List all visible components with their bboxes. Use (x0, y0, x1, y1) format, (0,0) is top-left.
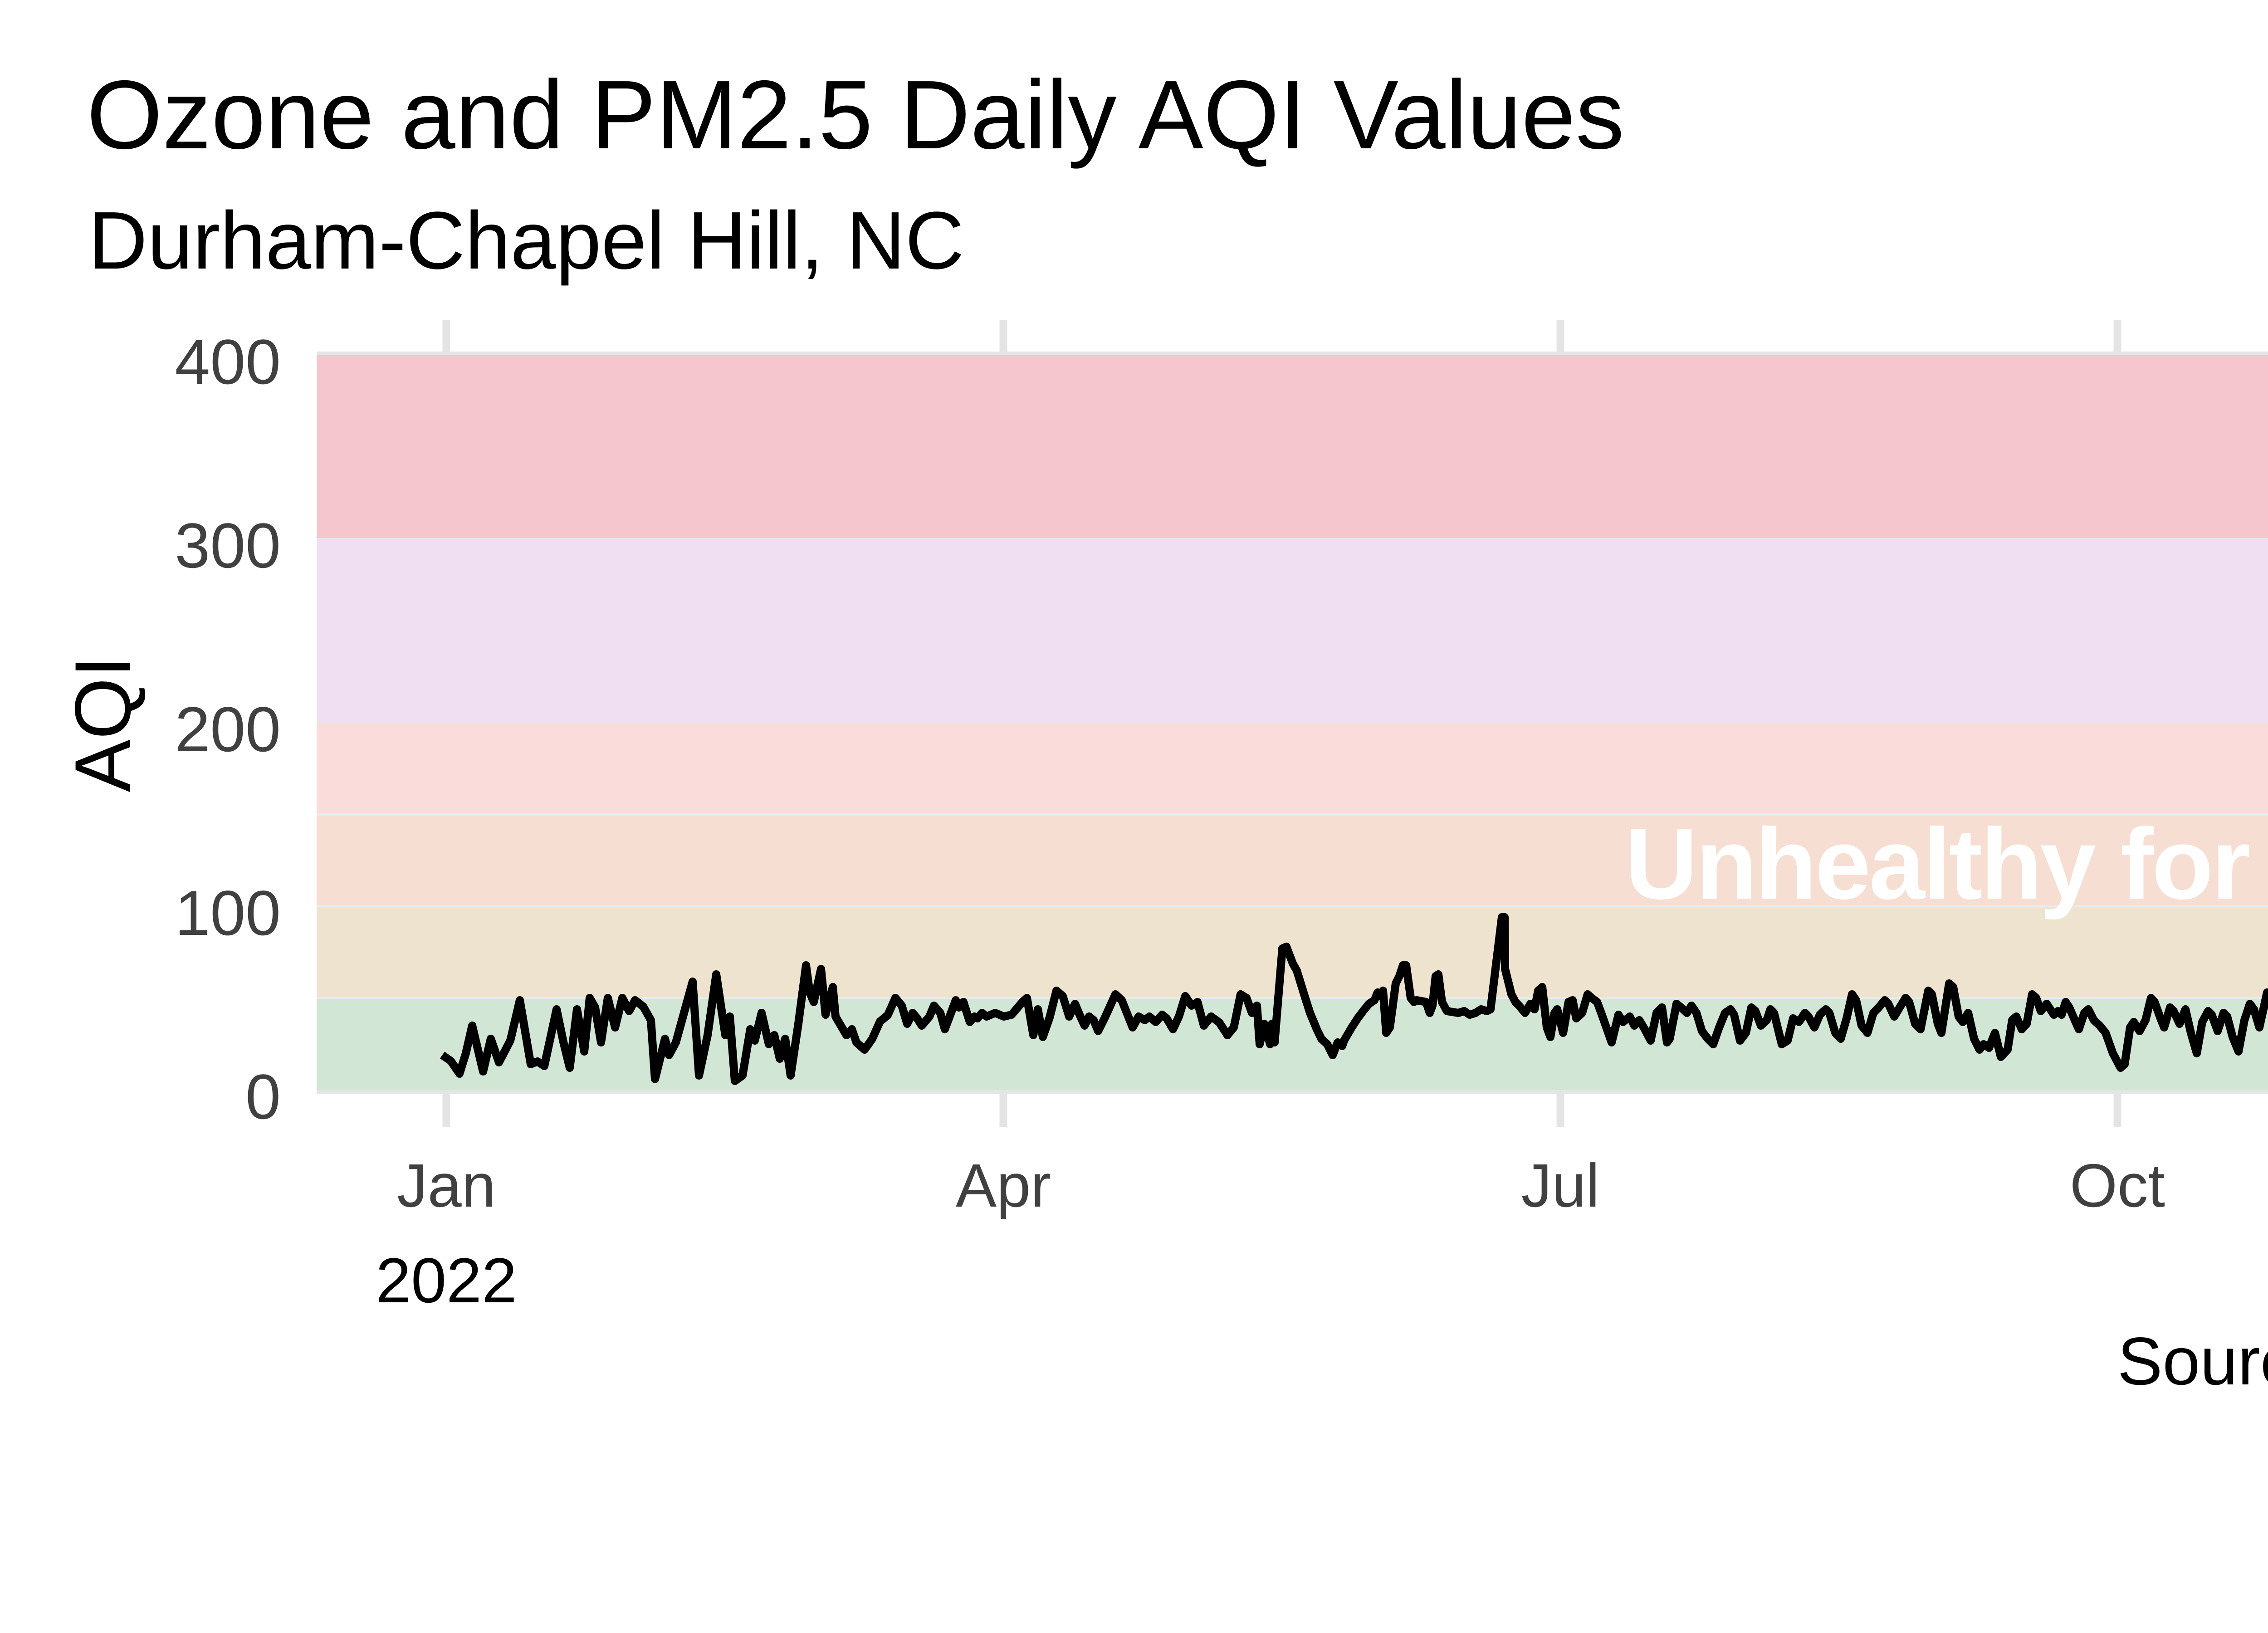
svg-text:300: 300 (175, 510, 281, 581)
svg-text:100: 100 (175, 877, 281, 949)
svg-text:Jan: Jan (397, 1151, 496, 1220)
svg-text:Ozone and PM2.5 Daily AQI Valu: Ozone and PM2.5 Daily AQI Values (87, 60, 1624, 169)
svg-text:Jul: Jul (1521, 1151, 1600, 1220)
svg-text:Source: EPA Daily Air Quality: Source: EPA Daily Air Quality Tracker (2117, 1323, 2268, 1399)
svg-text:400: 400 (175, 326, 281, 397)
svg-text:0: 0 (245, 1061, 281, 1132)
svg-text:2022: 2022 (376, 1245, 517, 1316)
svg-text:Unhealthy for sensitive groups: Unhealthy for sensitive groups (1625, 808, 2268, 920)
svg-text:Oct: Oct (2070, 1151, 2165, 1220)
svg-text:200: 200 (175, 694, 281, 765)
svg-text:Durham-Chapel Hill, NC: Durham-Chapel Hill, NC (88, 195, 964, 286)
svg-text:AQI: AQI (59, 655, 147, 792)
svg-text:Apr: Apr (956, 1151, 1051, 1220)
